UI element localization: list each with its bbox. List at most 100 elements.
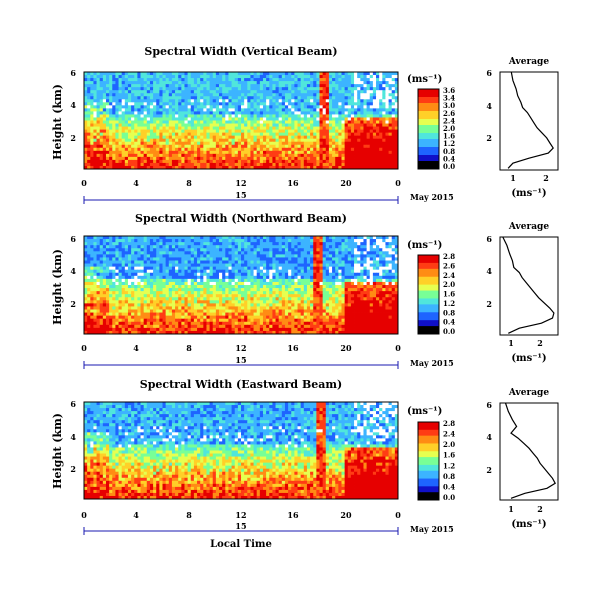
heatmap-cell (99, 153, 104, 158)
heatmap-cell (187, 260, 192, 264)
heatmap-cell (237, 111, 242, 115)
heatmap-cell (206, 162, 210, 167)
heatmap-cell (363, 266, 367, 271)
heatmap-cell (200, 245, 204, 249)
heatmap-cell (325, 84, 330, 88)
heatmap-cell (203, 165, 207, 170)
heatmap-cell (366, 272, 371, 277)
heatmap-cell (335, 138, 339, 143)
heatmap-cell (178, 147, 182, 152)
heatmap-cell (328, 93, 333, 97)
heatmap-cell (300, 141, 305, 146)
heatmap-cell (335, 135, 339, 140)
heatmap-cell (181, 159, 185, 164)
heatmap-cell (96, 129, 101, 134)
heatmap-cell (297, 126, 302, 130)
heatmap-cell (316, 123, 320, 127)
heatmap-cell (250, 266, 254, 271)
heatmap-cell (363, 96, 367, 100)
heatmap-cell (168, 129, 173, 134)
heatmap-cell (143, 236, 148, 240)
heatmap-cell (275, 102, 280, 106)
heatmap-cell (338, 263, 342, 268)
heatmap-cell (350, 278, 355, 283)
heatmap-cell (121, 120, 126, 124)
heatmap-cell (99, 275, 104, 280)
heatmap-cell (146, 135, 151, 140)
heatmap-cell (84, 251, 88, 255)
heatmap-cell (291, 123, 295, 127)
heatmap-cell (162, 129, 167, 134)
heatmap-cell (87, 138, 91, 143)
heatmap-cell (209, 269, 214, 274)
heatmap-cell (259, 254, 264, 258)
heatmap-cell (369, 99, 374, 103)
heatmap-cell (222, 260, 226, 264)
heatmap-cell (156, 248, 160, 252)
heatmap-cell (105, 78, 110, 82)
heatmap-cell (341, 117, 346, 121)
heatmap-cell (335, 257, 339, 261)
heatmap-cell (278, 87, 283, 91)
heatmap-cell (187, 132, 192, 137)
heatmap-cell (360, 108, 364, 112)
heatmap-cell (178, 99, 182, 103)
heatmap-cell (354, 90, 358, 94)
heatmap-cell (234, 245, 239, 249)
heatmap-cell (344, 236, 349, 240)
heatmap-cell (127, 108, 132, 112)
heatmap-cell (366, 126, 371, 130)
heatmap-cell (341, 72, 346, 76)
heatmap-cell (102, 99, 107, 103)
heatmap-cell (137, 114, 141, 118)
heatmap-cell (137, 135, 141, 140)
heatmap-cell (171, 260, 176, 264)
heatmap-cell (281, 84, 286, 88)
heatmap-cell (153, 93, 157, 97)
heatmap-cell (197, 111, 201, 115)
heatmap-cell (105, 248, 110, 252)
heatmap-cell (391, 272, 396, 277)
heatmap-cell (385, 257, 389, 261)
heatmap-cell (363, 257, 367, 261)
heatmap-cell (197, 156, 201, 161)
heatmap-cell (310, 251, 314, 255)
heatmap-cell (269, 135, 273, 140)
heatmap-cell (350, 132, 355, 137)
heatmap-cell (382, 159, 386, 164)
heatmap-cell (259, 132, 264, 137)
heatmap-cell (171, 272, 176, 277)
heatmap-cell (262, 150, 267, 155)
heatmap-cell (231, 120, 236, 124)
heatmap-cell (109, 272, 113, 277)
heatmap-cell (237, 285, 242, 289)
heatmap-cell (250, 251, 254, 255)
heatmap-cell (96, 257, 101, 261)
heatmap-cell (357, 272, 361, 277)
heatmap-cell (335, 147, 339, 152)
heatmap-cell (181, 275, 185, 280)
heatmap-cell (225, 239, 229, 243)
heatmap-cell (228, 96, 232, 100)
heatmap-cell (281, 257, 286, 261)
heatmap-cell (247, 126, 251, 130)
heatmap-cell (294, 159, 298, 164)
heatmap-cell (219, 81, 223, 85)
heatmap-cell (382, 254, 386, 258)
heatmap-cell (93, 251, 97, 255)
heatmap-cell (394, 285, 399, 289)
heatmap-cell (162, 236, 167, 240)
heatmap-cell (140, 111, 145, 115)
heatmap-cell (366, 150, 371, 155)
heatmap-cell (278, 93, 283, 97)
heatmap-cell (115, 93, 119, 97)
heatmap-cell (284, 87, 289, 91)
heatmap-cell (300, 120, 305, 124)
heatmap-cell (219, 102, 223, 106)
heatmap-cell (350, 248, 355, 252)
heatmap-cell (247, 120, 251, 124)
heatmap-cell (269, 144, 273, 149)
heatmap-cell (288, 269, 292, 274)
heatmap-cell (90, 90, 94, 94)
heatmap-cell (325, 120, 330, 124)
